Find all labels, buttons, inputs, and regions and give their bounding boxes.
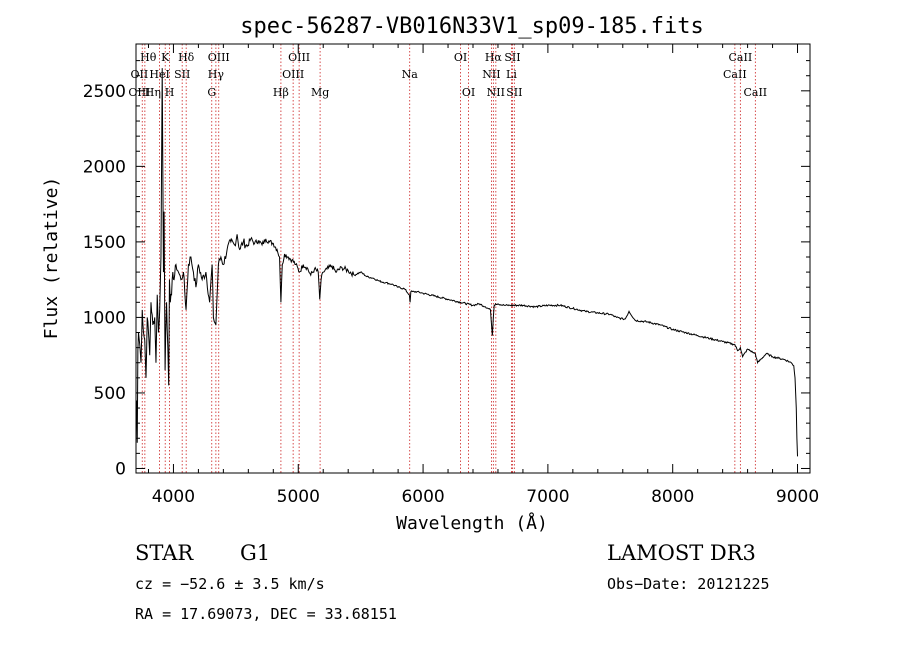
line-label: NII <box>482 68 500 81</box>
obs-date: Obs−Date: 20121225 <box>607 575 770 593</box>
survey-name: LAMOST DR3 <box>607 541 756 565</box>
x-tick-label: 4000 <box>152 487 195 507</box>
y-tick-label: 2000 <box>83 157 126 177</box>
y-tick-label: 500 <box>94 384 126 404</box>
x-axis-title: Wavelength (Å) <box>396 512 548 534</box>
line-label: SII <box>504 51 520 64</box>
object-class: STAR <box>135 541 194 565</box>
line-label: K <box>161 51 170 64</box>
line-label: SII <box>506 86 522 99</box>
line-label: OIII <box>282 68 304 81</box>
y-tick-label: 1500 <box>83 233 126 253</box>
line-label: OIII <box>128 86 150 99</box>
spectral-line-markers <box>141 44 756 473</box>
x-tick-label: 9000 <box>776 487 819 507</box>
line-label: Mg <box>311 86 329 99</box>
chart-title: spec-56287-VB016N33V1_sp09-185.fits <box>240 14 704 39</box>
spectrum-line <box>135 68 799 457</box>
line-label: CaII <box>743 86 767 99</box>
line-label: CaII <box>723 68 747 81</box>
line-label: HeI <box>149 68 169 81</box>
x-tick-label: 6000 <box>401 487 444 507</box>
line-label: Hα <box>485 51 503 64</box>
spectral-line-labels: Hθ OII OIII K HeI Hη Hδ SII H OIII Hγ G OIII OIII Hβ Mg… <box>128 51 767 99</box>
y-tick-label: 2500 <box>83 82 126 102</box>
x-tick-label: 8000 <box>651 487 694 507</box>
line-label: Hβ <box>273 86 289 99</box>
y-axis-title: Flux (relative) <box>41 177 62 340</box>
x-axis-ticks: 4000 5000 6000 7000 8000 9000 <box>147 44 819 507</box>
line-label: Hγ <box>208 68 225 81</box>
line-label: OI <box>454 51 467 64</box>
line-label: NII <box>487 86 505 99</box>
line-label: OI <box>462 86 475 99</box>
y-tick-label: 1000 <box>83 308 126 328</box>
y-axis-ticks: 0 500 1000 1500 2000 2500 <box>83 60 810 479</box>
line-label: G <box>207 86 216 99</box>
line-label: SII <box>174 68 190 81</box>
line-label: OIII <box>208 51 230 64</box>
x-tick-label: 7000 <box>526 487 569 507</box>
y-tick-label: 0 <box>115 459 126 479</box>
object-subclass: G1 <box>240 541 270 565</box>
plot-frame <box>135 43 811 474</box>
line-label: CaII <box>729 51 753 64</box>
ra-dec-coordinates: RA = 17.69073, DEC = 33.68151 <box>135 605 397 623</box>
line-label: Hθ <box>140 51 157 64</box>
line-label: H <box>165 86 175 99</box>
redshift-cz: cz = −52.6 ± 3.5 km/s <box>135 575 325 593</box>
line-label: OIII <box>288 51 310 64</box>
line-label: Hη <box>145 86 161 99</box>
line-label: Hδ <box>178 51 195 64</box>
line-label: OII <box>131 68 149 81</box>
line-label: Li <box>506 68 517 81</box>
x-tick-label: 5000 <box>277 487 320 507</box>
line-label: Na <box>402 68 419 81</box>
